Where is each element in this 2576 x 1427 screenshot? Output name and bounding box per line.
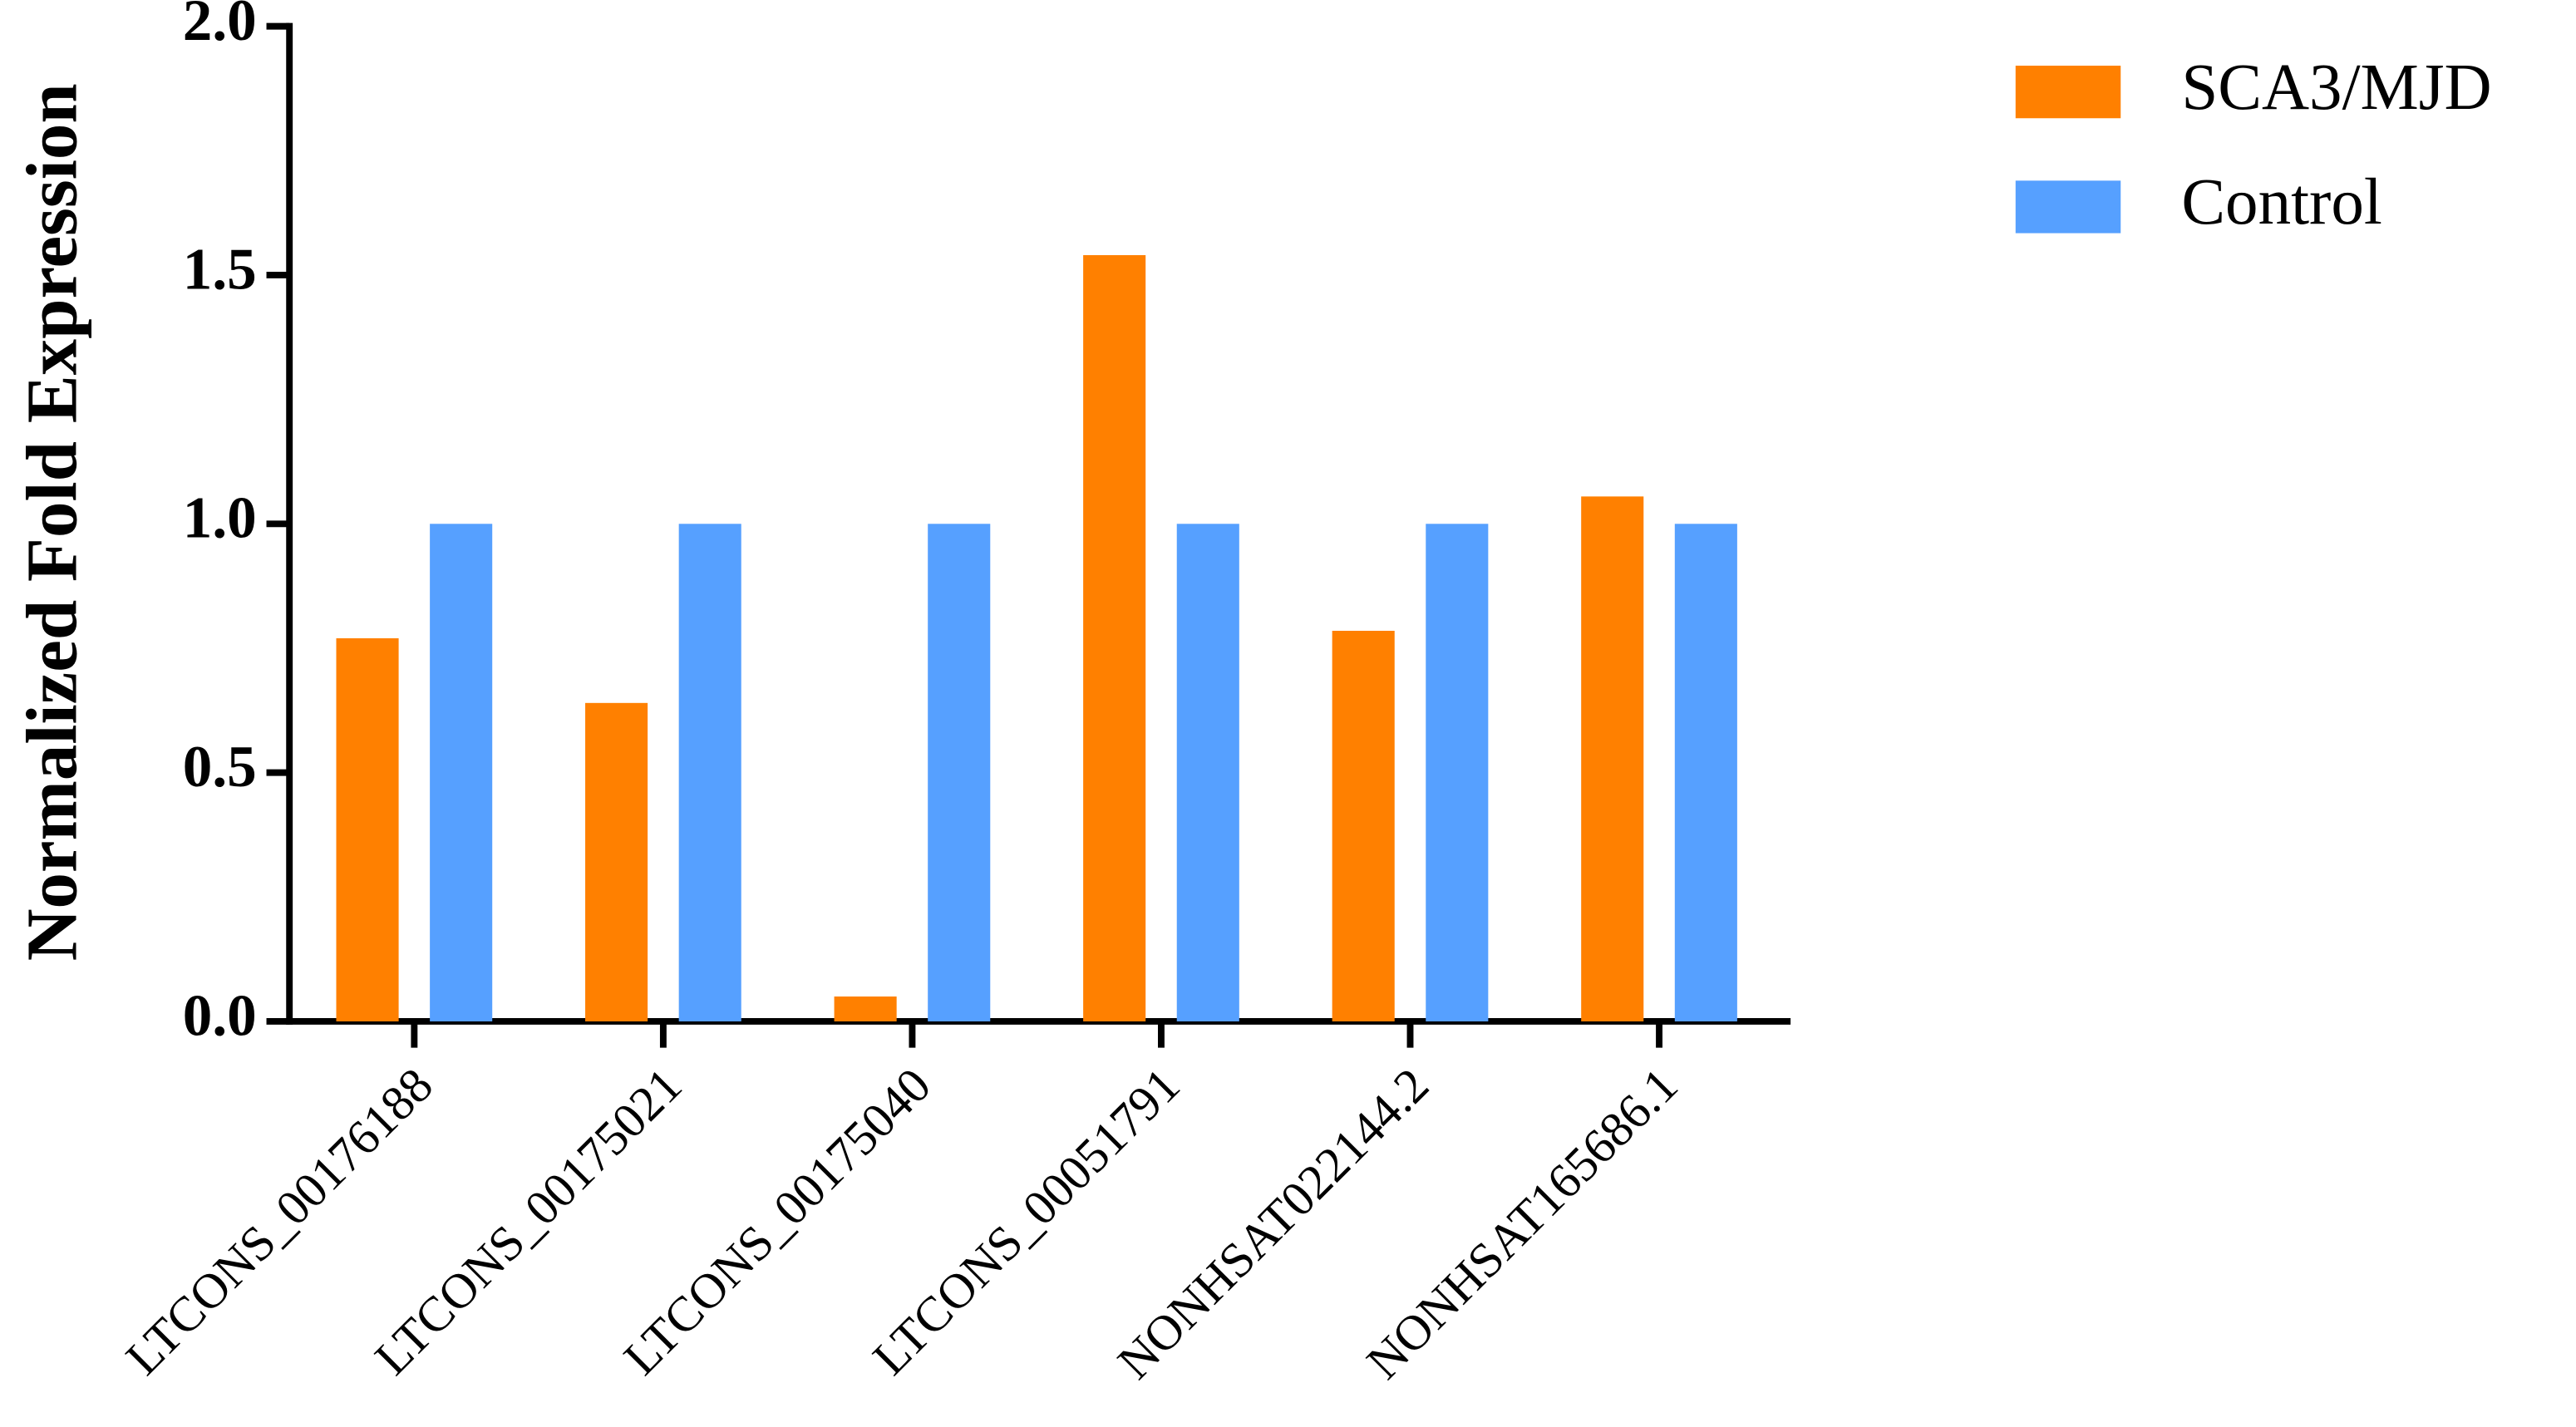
bar — [585, 702, 648, 1021]
y-tick-label: 1.5 — [183, 237, 257, 302]
bar — [1176, 524, 1239, 1021]
bar — [928, 524, 991, 1021]
bar — [834, 996, 897, 1021]
y-tick-label: 1.0 — [183, 486, 257, 551]
bar — [1332, 631, 1395, 1021]
bar — [1083, 255, 1146, 1021]
legend-label: SCA3/MJD — [2181, 52, 2491, 124]
y-tick-label: 2.0 — [183, 0, 257, 53]
bar — [678, 524, 741, 1021]
y-tick-label: 0.0 — [183, 983, 257, 1048]
bar — [336, 637, 399, 1021]
y-tick-label: 0.5 — [183, 735, 257, 800]
bar — [1581, 496, 1644, 1021]
bar — [430, 524, 493, 1021]
legend-swatch — [2015, 180, 2121, 234]
legend-label: Control — [2181, 166, 2381, 239]
bar — [1426, 524, 1489, 1021]
bar — [1674, 524, 1737, 1021]
y-axis-title: Normalized Fold Expression — [12, 83, 92, 961]
legend-swatch — [2015, 66, 2121, 119]
